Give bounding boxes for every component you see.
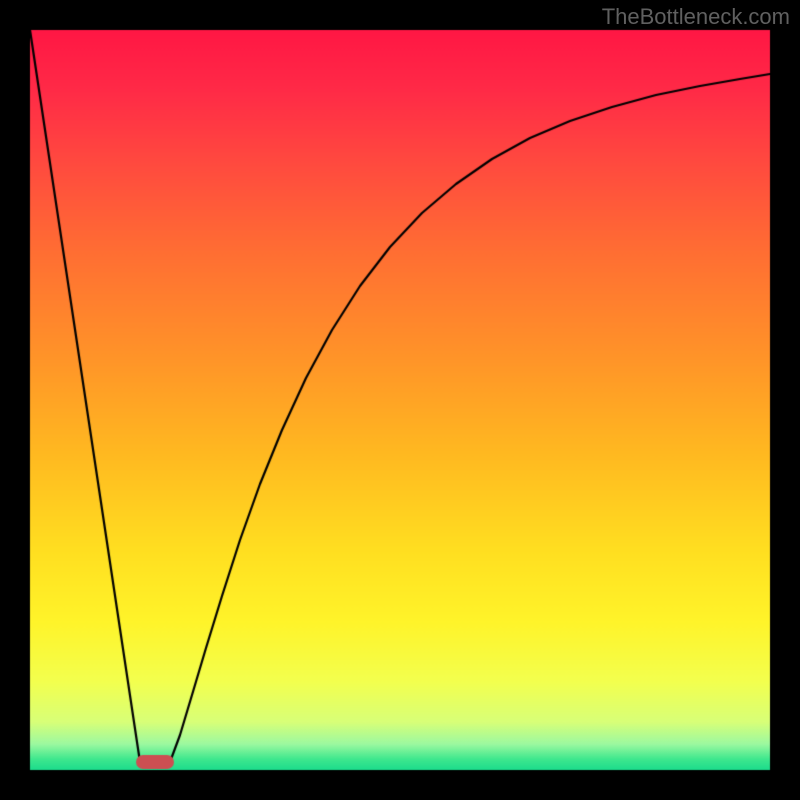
bottleneck-chart	[0, 0, 800, 800]
watermark-text: TheBottleneck.com	[602, 4, 790, 30]
chart-container: TheBottleneck.com	[0, 0, 800, 800]
